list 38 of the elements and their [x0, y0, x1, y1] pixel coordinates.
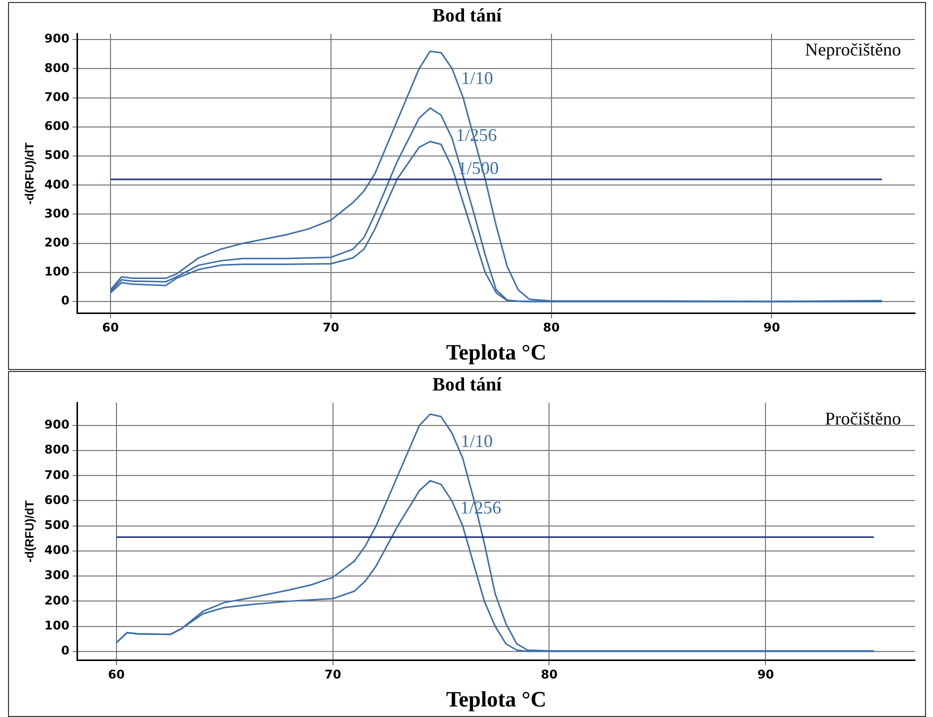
- y-tick-label: 600: [44, 492, 70, 507]
- y-tick-label: 400: [44, 543, 70, 558]
- x-tick-label: 60: [108, 668, 125, 682]
- y-axis-title: -d(RFU)/dT: [22, 142, 37, 204]
- y-tick-label: 700: [44, 468, 70, 482]
- x-tick-label: 80: [540, 668, 558, 682]
- x-tick-label: 80: [542, 320, 560, 335]
- x-tick-label: 70: [324, 668, 342, 682]
- y-tick-label: 500: [44, 518, 70, 532]
- y-tick-label: 0: [61, 294, 70, 308]
- chart-title: Bod tání: [432, 5, 502, 26]
- y-tick-label: 100: [44, 618, 70, 632]
- y-tick-label: 300: [44, 568, 70, 582]
- y-axis-title: -d(RFU)/dT: [22, 500, 37, 562]
- chart-title: Bod tání: [432, 374, 502, 396]
- y-tick-label: 0: [61, 644, 70, 658]
- y-tick-label: 800: [44, 60, 70, 75]
- series-label: 1/10: [460, 430, 493, 451]
- y-tick-label: 100: [44, 264, 70, 279]
- annotation: Nepročištěno: [805, 40, 901, 60]
- y-tick-label: 900: [44, 418, 70, 432]
- x-axis-title: Teplota °C: [446, 339, 546, 364]
- y-tick-label: 200: [44, 593, 70, 608]
- y-tick-label: 400: [44, 177, 70, 192]
- x-tick-label: 90: [757, 668, 774, 682]
- y-tick-label: 200: [44, 235, 70, 250]
- y-tick-label: 900: [44, 32, 70, 46]
- y-tick-label: 700: [44, 90, 70, 104]
- series-label: 1/10: [461, 68, 494, 88]
- x-tick-label: 60: [102, 320, 119, 335]
- x-tick-label: 90: [763, 320, 780, 335]
- x-tick-label: 70: [322, 320, 340, 335]
- y-tick-label: 300: [44, 206, 70, 220]
- y-tick-label: 800: [44, 442, 70, 457]
- x-axis-title: Teplota °C: [446, 686, 546, 712]
- y-tick-label: 500: [44, 148, 70, 162]
- y-tick-label: 600: [44, 119, 70, 134]
- annotation: Pročištěno: [825, 408, 901, 429]
